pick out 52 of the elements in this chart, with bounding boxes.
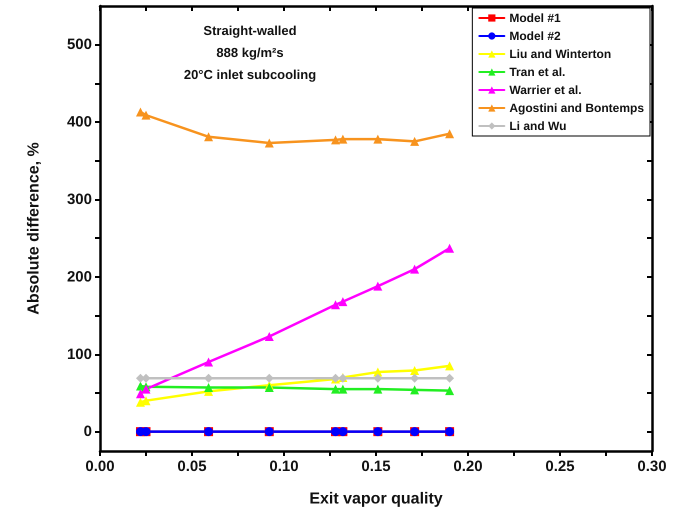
point: [331, 300, 340, 310]
legend-label: Li and Wu: [509, 119, 566, 133]
point: [445, 361, 454, 370]
point: [331, 135, 340, 144]
x-tick-label: 0.00: [85, 458, 115, 475]
annotation: 20°C inlet subcooling: [184, 67, 316, 82]
y-tick-label: 300: [66, 190, 92, 208]
point: [410, 264, 420, 274]
x-axis-title: Exit vapor quality: [309, 490, 443, 508]
point: [204, 132, 214, 142]
x-tick-label: 0.15: [361, 458, 391, 475]
y-tick-label: 500: [66, 36, 92, 54]
legend-label: Model #1: [509, 11, 562, 25]
y-tick-label: 200: [66, 268, 92, 286]
point: [331, 384, 340, 394]
x-tick-label: 0.30: [637, 458, 667, 475]
point: [264, 383, 274, 392]
point: [204, 358, 214, 366]
annotation: 888 kg/m²s: [216, 45, 284, 60]
x-tick-label: 0.10: [269, 458, 299, 475]
point: [410, 136, 420, 146]
y-axis-title: Absolute difference, %: [26, 142, 42, 315]
point: [410, 385, 420, 394]
y-tick-label: 0: [84, 423, 92, 440]
point: [445, 386, 454, 396]
point: [264, 138, 274, 148]
point: [136, 108, 145, 117]
point: [142, 384, 150, 394]
point: [445, 129, 454, 138]
point: [136, 389, 145, 398]
point: [338, 134, 348, 144]
point: [373, 134, 382, 144]
point: [373, 282, 382, 291]
point: [373, 384, 382, 394]
point: [264, 332, 274, 341]
x-tick-label: 0.20: [453, 458, 483, 475]
legend-label: Model #2: [509, 29, 562, 43]
point: [410, 366, 420, 376]
point: [338, 297, 348, 306]
legend-label: Tran et al.: [509, 65, 566, 79]
point: [445, 244, 454, 253]
legend-label: Agostini and Bontemps: [509, 101, 644, 115]
annotation: Straight-walled: [203, 23, 297, 38]
point: [338, 384, 348, 394]
legend-label: Liu and Winterton: [509, 47, 612, 61]
x-tick-label: 0.25: [545, 458, 575, 475]
legend-label: Warrier et al.: [509, 83, 582, 97]
point: [204, 383, 214, 392]
y-tick-label: 400: [66, 114, 92, 131]
y-tick-label: 100: [66, 346, 92, 363]
point: [142, 110, 150, 120]
x-tick-label: 0.05: [177, 458, 207, 475]
